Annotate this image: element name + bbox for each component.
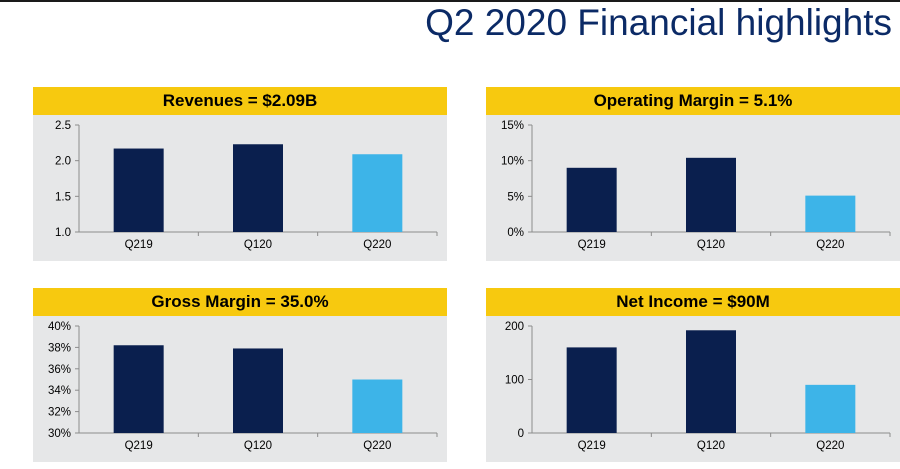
operating-margin-chart-panel: Operating Margin = 5.1% 0% 5% 10% 15% Q219 Q1…: [486, 87, 900, 261]
y-tick-label: 2.5: [55, 120, 71, 132]
y-tick-label: 40%: [48, 321, 71, 333]
x-tick-label: Q220: [816, 239, 844, 251]
gross-margin-chart: 30% 32% 34% 36% 38% 40% Q219 Q120 Q220: [33, 316, 447, 462]
y-tick-label: 100: [505, 375, 524, 387]
x-tick-label: Q219: [125, 239, 153, 251]
y-tick-label: 1.0: [55, 227, 71, 239]
x-tick-label: Q219: [578, 440, 606, 452]
y-tick-label: 32%: [48, 407, 71, 419]
x-tick-label: Q120: [244, 440, 272, 452]
bar-q219: [566, 347, 617, 433]
chart-header-revenues: Revenues = $2.09B: [33, 87, 447, 115]
page-title: Q2 2020 Financial highlights: [425, 2, 892, 43]
bar-q120: [233, 348, 283, 433]
operating-margin-chart: 0% 5% 10% 15% Q219 Q120 Q220: [486, 115, 900, 261]
x-tick-label: Q220: [816, 440, 844, 452]
y-tick-label: 0%: [507, 227, 524, 239]
y-tick-label: 1.5: [55, 191, 71, 203]
bar-q219: [566, 167, 617, 232]
y-tick-label: 0: [518, 428, 524, 440]
bar-q220: [805, 384, 856, 433]
x-tick-label: Q220: [363, 440, 391, 452]
y-tick-label: 2.0: [55, 156, 71, 168]
y-tick-label: 200: [505, 321, 524, 333]
chart-header-gross-margin: Gross Margin = 35.0%: [33, 288, 447, 316]
chart-header-net-income: Net Income = $90M: [486, 288, 900, 316]
bar-q220: [352, 154, 403, 232]
y-tick-label: 36%: [48, 364, 71, 376]
x-tick-label: Q120: [244, 239, 272, 251]
y-tick-label: 10%: [501, 156, 524, 168]
y-tick-label: 15%: [501, 120, 524, 132]
bar-q219: [113, 148, 164, 232]
y-tick-label: 38%: [48, 342, 71, 354]
bar-q120: [233, 144, 283, 232]
bar-q120: [686, 330, 736, 433]
y-tick-label: 5%: [507, 191, 524, 203]
x-tick-label: Q120: [697, 239, 725, 251]
x-tick-label: Q219: [578, 239, 606, 251]
x-tick-label: Q219: [125, 440, 153, 452]
net-income-chart-panel: Net Income = $90M 0 100 200 Q219 Q120 Q220: [486, 288, 900, 462]
chart-header-operating-margin: Operating Margin = 5.1%: [486, 87, 900, 115]
bar-q220: [805, 195, 856, 232]
net-income-chart: 0 100 200 Q219 Q120 Q220: [486, 316, 900, 462]
x-tick-label: Q220: [363, 239, 391, 251]
top-rule: [0, 0, 900, 2]
gross-margin-chart-panel: Gross Margin = 35.0% 30% 32% 34% 36% 38% 40% Q…: [33, 288, 447, 462]
y-tick-label: 30%: [48, 428, 71, 440]
x-tick-label: Q120: [697, 440, 725, 452]
bar-q219: [113, 345, 164, 433]
bar-q220: [352, 379, 403, 433]
y-tick-label: 34%: [48, 385, 71, 397]
revenues-chart-panel: Revenues = $2.09B 1.0 1.5 2.0 2.5 Q219 Q120 Q2…: [33, 87, 447, 261]
bar-q120: [686, 157, 736, 232]
revenues-chart: 1.0 1.5 2.0 2.5 Q219 Q120 Q220: [33, 115, 447, 261]
